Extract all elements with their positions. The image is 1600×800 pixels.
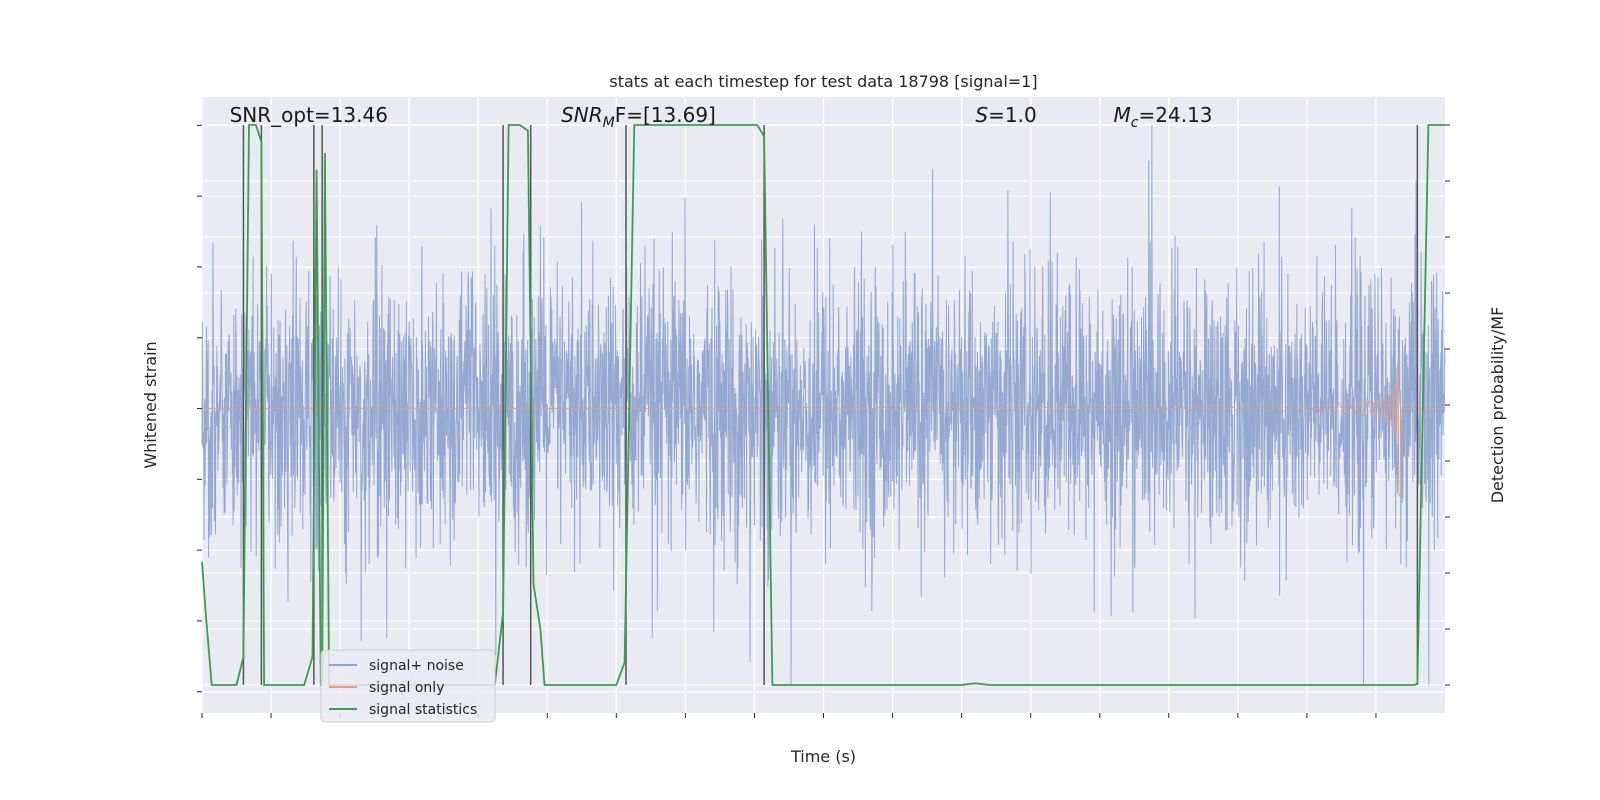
- annotation-rest: =1.0: [988, 103, 1037, 127]
- annotation-text: Mc=24.13: [1114, 103, 1213, 131]
- legend-label: signal statistics: [369, 702, 477, 718]
- annotation-rest: F=[13.69]: [615, 103, 716, 127]
- y-axis-label: Whitened strain: [141, 341, 160, 468]
- annotation-text: SNRMF=[13.69]: [561, 103, 716, 131]
- annotation-rest: =24.13: [1139, 103, 1213, 127]
- signal-noise-series: [201, 125, 1446, 685]
- legend-label: signal+ noise: [369, 658, 464, 674]
- signal-only-series: [202, 364, 1445, 497]
- chart-title: stats at each timestep for test data 187…: [609, 72, 1037, 91]
- signal-noise-line: [201, 125, 1446, 685]
- signal-only-line: [202, 364, 1445, 497]
- x-axis-label: Time (s): [790, 747, 856, 766]
- y-axis-right-label: Detection probability/MF: [1488, 307, 1507, 504]
- signal-statistics-line: [201, 124, 1445, 686]
- legend-box: [320, 649, 496, 723]
- annotation-main: S: [975, 103, 988, 127]
- annotation-main: SNR: [561, 103, 603, 127]
- legend-label: signal only: [369, 680, 444, 696]
- annotation-text: SNR_opt=13.46: [230, 103, 388, 127]
- annotation-sub: M: [603, 115, 615, 131]
- annotation-main: M: [1114, 103, 1131, 127]
- annotations: SNR_opt=13.46 SNRMF=[13.69] S=1.0 Mc=24.13: [230, 103, 1213, 131]
- annotation-text: S=1.0: [975, 103, 1036, 127]
- legend: signal+ noise signal only signal statistic…: [320, 649, 496, 723]
- annotation-sub: c: [1131, 115, 1139, 131]
- signal-statistics-series: [201, 124, 1445, 686]
